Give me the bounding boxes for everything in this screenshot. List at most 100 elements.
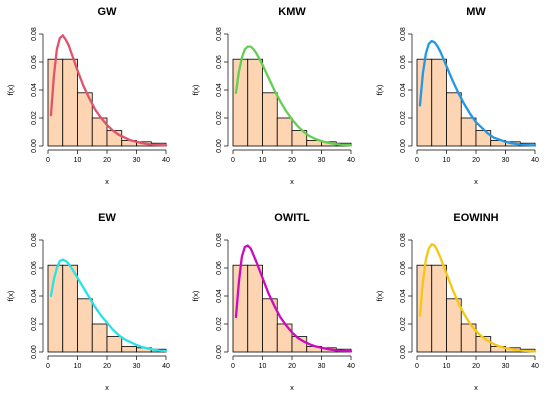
histogram-bar (121, 345, 137, 353)
y-tick-label: 0.02 (216, 111, 223, 125)
y-tick-label: 0.02 (31, 111, 38, 125)
y-tick-label: 0.00 (400, 139, 407, 153)
histogram-bar (276, 117, 293, 147)
x-tick-label: 10 (443, 157, 451, 164)
histogram-bar (247, 58, 263, 147)
x-tick-label: 30 (133, 363, 141, 370)
x-tick-label: 30 (502, 363, 510, 370)
y-tick-label: 0.04 (400, 83, 407, 97)
chart-panel: GW 0 10 20 30 40 x 0.00 0.02 0.04 0.06 0.08 f(x) (6, 6, 170, 186)
y-tick-label: 0.02 (400, 111, 407, 125)
x-axis-label: x (290, 383, 294, 392)
histogram-bar (446, 92, 462, 147)
histogram-bar (247, 264, 263, 353)
density-curve (418, 243, 537, 353)
x-tick-label: 30 (502, 157, 510, 164)
y-tick-label: 0.02 (216, 317, 223, 331)
x-tick-label: 0 (46, 157, 50, 164)
x-tick-label: 20 (472, 157, 480, 164)
chart-panel: EW 0 10 20 30 40 x 0.00 0.02 0.04 0.06 0.08 f(x) (6, 212, 170, 392)
chart-title: GW (98, 6, 118, 18)
density-curve (418, 39, 537, 147)
y-tick-label: 0.00 (31, 345, 38, 359)
chart-title: KMW (278, 6, 306, 18)
y-tick-label: 0.04 (31, 289, 38, 303)
x-axis-label: x (290, 177, 294, 186)
chart-panel: MW 0 10 20 30 40 x 0.00 0.02 0.04 0.06 0.08 f(x) (375, 6, 539, 186)
x-axis-label: x (105, 383, 109, 392)
chart-panel: KMW 0 10 20 30 40 x 0.00 0.02 0.04 0.06 0.08 f(x) (191, 6, 355, 186)
histogram-bar (47, 264, 64, 353)
density-curve (234, 244, 353, 353)
y-tick-label: 0.00 (216, 345, 223, 359)
y-tick-label: 0.08 (31, 233, 38, 247)
y-tick-label: 0.00 (216, 139, 223, 153)
x-tick-label: 30 (318, 363, 326, 370)
y-tick-label: 0.04 (400, 289, 407, 303)
y-tick-label: 0.06 (31, 261, 38, 275)
histogram-bar (106, 336, 123, 353)
x-tick-label: 40 (347, 363, 355, 370)
y-tick-label: 0.06 (400, 55, 407, 69)
x-tick-label: 20 (288, 157, 296, 164)
density-curve (234, 45, 353, 147)
x-tick-label: 0 (46, 363, 50, 370)
y-tick-label: 0.08 (216, 233, 223, 247)
y-tick-label: 0.06 (216, 261, 223, 275)
x-tick-label: 20 (472, 363, 480, 370)
histogram-bar (232, 58, 249, 147)
x-tick-label: 30 (318, 157, 326, 164)
x-tick-label: 10 (74, 363, 82, 370)
y-tick-label: 0.06 (400, 261, 407, 275)
y-tick-label: 0.06 (31, 55, 38, 69)
x-tick-label: 30 (133, 157, 141, 164)
x-axis-label: x (474, 383, 478, 392)
x-tick-label: 40 (347, 157, 355, 164)
y-axis-label: f(x) (191, 84, 200, 95)
y-tick-label: 0.06 (216, 55, 223, 69)
y-tick-label: 0.00 (31, 139, 38, 153)
chart-title: OWITL (274, 212, 310, 224)
histogram-bar (91, 323, 108, 353)
histogram-bar (62, 264, 78, 353)
x-tick-label: 40 (162, 363, 170, 370)
y-tick-label: 0.08 (400, 233, 407, 247)
y-tick-label: 0.04 (216, 289, 223, 303)
histogram-bar (431, 264, 447, 353)
x-tick-label: 20 (288, 363, 296, 370)
y-tick-label: 0.08 (400, 27, 407, 41)
y-tick-label: 0.04 (31, 83, 38, 97)
histogram-bar (291, 130, 308, 147)
x-tick-label: 20 (103, 363, 111, 370)
y-axis-label: f(x) (191, 290, 200, 301)
chart-title: MW (466, 6, 486, 18)
y-tick-label: 0.02 (31, 317, 38, 331)
x-tick-label: 40 (531, 363, 539, 370)
histogram-bar (77, 298, 93, 353)
y-tick-label: 0.08 (216, 27, 223, 41)
x-tick-label: 40 (531, 157, 539, 164)
y-axis-label: f(x) (6, 290, 15, 301)
x-tick-label: 10 (443, 363, 451, 370)
density-curve (49, 258, 168, 353)
histogram-bar (62, 58, 78, 147)
x-tick-label: 10 (259, 363, 267, 370)
density-curve (49, 34, 168, 147)
x-axis-label: x (474, 177, 478, 186)
x-tick-label: 40 (162, 157, 170, 164)
chart-title: EW (98, 212, 116, 224)
y-tick-label: 0.00 (400, 345, 407, 359)
y-axis-label: f(x) (6, 84, 15, 95)
y-axis-label: f(x) (375, 290, 384, 301)
y-tick-label: 0.08 (31, 27, 38, 41)
x-axis-label: x (105, 177, 109, 186)
chart-panel: OWITL 0 10 20 30 40 x 0.00 0.02 0.04 0.06 0.08 f(x) (191, 212, 355, 392)
x-tick-label: 0 (231, 157, 235, 164)
y-tick-label: 0.04 (216, 83, 223, 97)
chart-title: EOWINH (453, 212, 498, 224)
histogram-bar (431, 58, 447, 147)
histogram-bar (262, 92, 278, 147)
x-tick-label: 0 (415, 363, 419, 370)
x-tick-label: 0 (231, 363, 235, 370)
